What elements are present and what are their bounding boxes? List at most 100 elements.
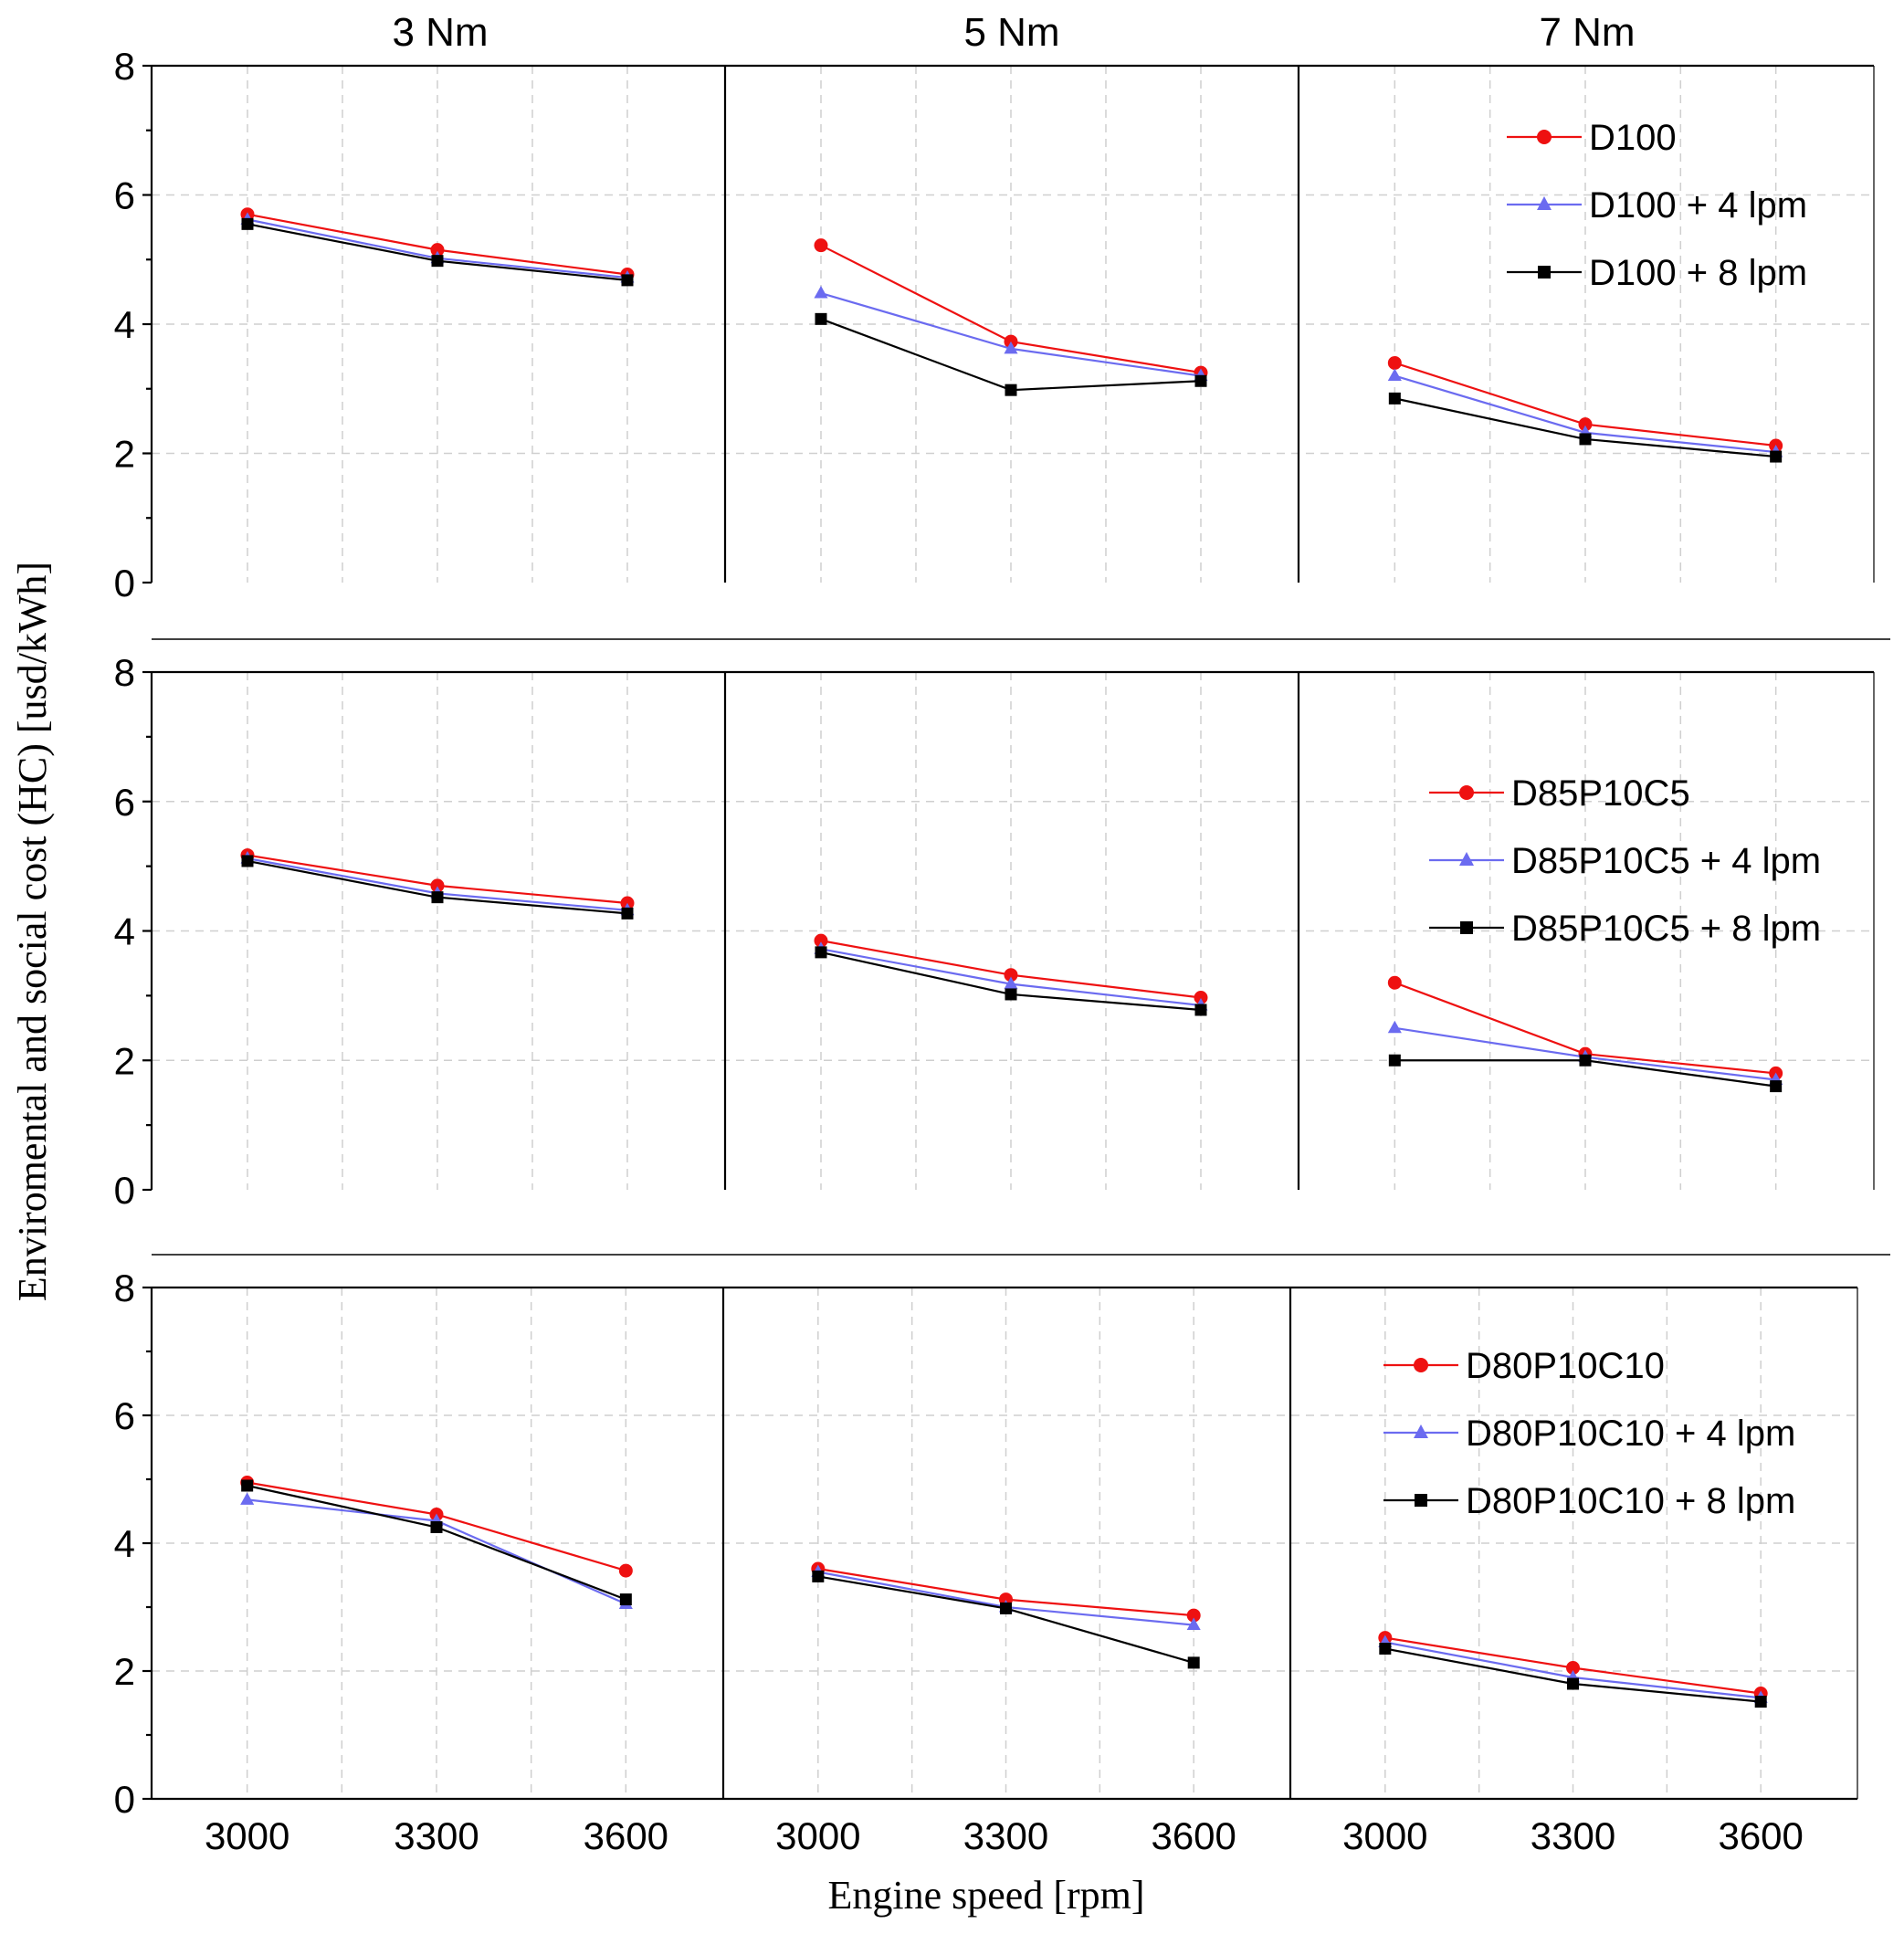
y-tick-label: 4	[114, 303, 135, 346]
y-tick-label: 2	[114, 433, 135, 476]
point-d80p10c10-5nm-3600	[1186, 1608, 1201, 1623]
panel-d100: 0 2 4 6 8 D100 D100 + 4 lpm D100 + 8 lpm	[114, 45, 1875, 604]
point-d100-8-lpm-3nm-3300	[431, 255, 444, 268]
x-tick-label: 3300	[394, 1814, 479, 1857]
point-d85p10c5-8-lpm-3nm-3600	[621, 907, 634, 920]
point-d80p10c10-7nm-3300	[1566, 1661, 1581, 1675]
y-tick-label: 8	[114, 1267, 135, 1309]
y-tick-label: 6	[114, 781, 135, 824]
point-d100-3nm-3300	[430, 243, 445, 258]
y-tick-label: 0	[114, 1778, 135, 1821]
point-d80p10c10-8-lpm-7nm-3600	[1754, 1696, 1767, 1708]
point-d80p10c10-3nm-3600	[618, 1563, 633, 1578]
point-d80p10c10-8-lpm-5nm-3600	[1187, 1656, 1200, 1669]
point-d80p10c10-8-lpm-3nm-3000	[241, 1479, 254, 1492]
x-tick-label: 3000	[205, 1814, 289, 1857]
y-tick-label: 2	[114, 1039, 135, 1082]
legend-entry-2: D80P10C10 + 4 lpm	[1383, 1414, 1795, 1454]
point-d100-4-lpm-7nm-3000	[1387, 368, 1402, 382]
legend-label: D85P10C5 + 8 lpm	[1511, 909, 1821, 949]
point-d100-7nm-3300	[1578, 417, 1593, 432]
y-tick-label: 4	[114, 1522, 135, 1565]
legend-label: D85P10C5	[1511, 773, 1690, 814]
legend-marker-square	[1460, 921, 1473, 934]
torque-label-1: 3 Nm	[392, 10, 488, 55]
point-d100-4-lpm-5nm-3000	[814, 285, 828, 299]
point-d85p10c5-4-lpm-5nm-3300	[1004, 976, 1018, 990]
legend-label: D80P10C10 + 4 lpm	[1466, 1414, 1795, 1454]
point-d85p10c5-7nm-3000	[1387, 975, 1402, 990]
y-tick-label: 2	[114, 1650, 135, 1693]
point-d80p10c10-8-lpm-5nm-3000	[812, 1570, 825, 1582]
point-d85p10c5-5nm-3000	[814, 933, 828, 948]
legend-entry-2: D100 + 4 lpm	[1507, 185, 1807, 226]
point-d100-8-lpm-3nm-3600	[621, 274, 634, 287]
point-d85p10c5-5nm-3600	[1194, 991, 1208, 1005]
legend-entry-1: D85P10C5	[1429, 773, 1690, 814]
legend-entry-1: D80P10C10	[1383, 1346, 1665, 1386]
point-d85p10c5-8-lpm-7nm-3300	[1579, 1054, 1592, 1067]
legend-entry-3: D85P10C5 + 8 lpm	[1429, 909, 1821, 949]
x-tick-label: 3000	[1342, 1814, 1427, 1857]
point-d85p10c5-8-lpm-3nm-3300	[431, 891, 444, 904]
y-tick-label: 0	[114, 1169, 135, 1212]
legend-label: D100 + 8 lpm	[1589, 253, 1807, 293]
point-d85p10c5-8-lpm-5nm-3600	[1194, 1004, 1207, 1016]
point-d85p10c5-3nm-3300	[430, 878, 445, 893]
y-tick-label: 0	[114, 562, 135, 604]
x-tick-label: 3300	[963, 1814, 1048, 1857]
legend-label: D80P10C10	[1466, 1346, 1665, 1386]
y-axis-title: Enviromental and social cost (HC) [usd/k…	[10, 562, 55, 1301]
legend-marker-circle	[1537, 130, 1552, 144]
legend-label: D100 + 4 lpm	[1589, 185, 1807, 226]
y-tick-label: 6	[114, 1394, 135, 1437]
torque-label-3: 7 Nm	[1539, 10, 1635, 55]
point-d85p10c5-8-lpm-3nm-3000	[241, 855, 254, 867]
legend-marker-circle	[1459, 785, 1474, 800]
x-tick-label: 3300	[1531, 1814, 1615, 1857]
legend-marker-triangle	[1459, 852, 1474, 866]
legend-entry-1: D100	[1507, 118, 1677, 158]
legend-entry-3: D100 + 8 lpm	[1507, 253, 1807, 293]
point-d80p10c10-4-lpm-3nm-3000	[240, 1492, 255, 1505]
x-tick-label: 3600	[1718, 1814, 1803, 1857]
point-d80p10c10-8-lpm-3nm-3600	[619, 1593, 632, 1606]
legend-marker-triangle	[1537, 196, 1552, 210]
point-d100-8-lpm-7nm-3000	[1388, 392, 1401, 405]
y-tick-label: 4	[114, 910, 135, 953]
legend-label: D85P10C5 + 4 lpm	[1511, 841, 1821, 881]
legend-entry-3: D80P10C10 + 8 lpm	[1383, 1481, 1795, 1521]
point-d100-4-lpm-5nm-3300	[1004, 341, 1018, 354]
point-d85p10c5-8-lpm-5nm-3300	[1005, 988, 1017, 1001]
x-tick-label: 3600	[1151, 1814, 1236, 1857]
point-d100-8-lpm-3nm-3000	[241, 217, 254, 230]
point-d85p10c5-8-lpm-7nm-3600	[1770, 1080, 1783, 1093]
legend-marker-square	[1538, 266, 1551, 279]
point-d80p10c10-4-lpm-5nm-3600	[1186, 1617, 1201, 1631]
y-tick-label: 6	[114, 174, 135, 217]
y-tick-label: 8	[114, 651, 135, 694]
panel-d80p10c10: 0 2 4 6 8 D80P10C10 D80P10C10 + 4 lpm D80P10C10…	[114, 1267, 1858, 1821]
point-d80p10c10-8-lpm-5nm-3300	[1000, 1602, 1013, 1614]
point-d80p10c10-8-lpm-7nm-3000	[1379, 1643, 1392, 1655]
point-d100-8-lpm-5nm-3300	[1005, 384, 1017, 396]
y-tick-label: 8	[114, 45, 135, 88]
legend-entry-2: D85P10C5 + 4 lpm	[1429, 841, 1821, 881]
torque-label-2: 5 Nm	[963, 10, 1059, 55]
legend-label: D80P10C10 + 8 lpm	[1466, 1481, 1795, 1521]
legend-label: D100	[1589, 118, 1677, 158]
point-d85p10c5-8-lpm-7nm-3000	[1388, 1054, 1401, 1067]
point-d85p10c5-5nm-3300	[1004, 968, 1018, 983]
point-d100-8-lpm-7nm-3300	[1579, 433, 1592, 446]
panel-d85p10c5: 0 2 4 6 8 D85P10C5 D85P10C5 + 4 lpm D85P10C5 + …	[114, 651, 1875, 1212]
point-d100-7nm-3000	[1387, 355, 1402, 370]
point-d80p10c10-8-lpm-7nm-3300	[1567, 1677, 1580, 1690]
point-d100-5nm-3000	[814, 238, 828, 253]
point-d100-8-lpm-5nm-3000	[815, 312, 827, 325]
x-axis-title: Engine speed [rpm]	[828, 1873, 1145, 1918]
point-d85p10c5-8-lpm-5nm-3000	[815, 946, 827, 959]
legend-marker-circle	[1414, 1358, 1428, 1372]
x-tick-label: 3000	[775, 1814, 860, 1857]
legend-marker-square	[1415, 1494, 1427, 1507]
